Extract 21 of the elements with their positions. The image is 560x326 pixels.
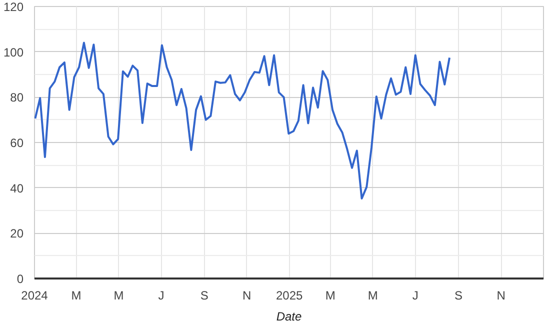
x-tick-label: S bbox=[454, 288, 463, 302]
x-tick-label: 2024 bbox=[21, 288, 48, 302]
y-tick-label: 120 bbox=[3, 0, 24, 14]
x-tick-label: M bbox=[368, 288, 378, 302]
x-axis-title: Date bbox=[276, 310, 302, 324]
x-tick-label: N bbox=[242, 288, 252, 302]
line-series bbox=[34, 42, 450, 200]
x-tick-label: 2025 bbox=[276, 288, 304, 302]
y-tick-label: 0 bbox=[16, 272, 24, 286]
x-tick-label: M bbox=[114, 288, 124, 302]
y-tick-label: 80 bbox=[10, 90, 24, 105]
x-tick-label: M bbox=[325, 288, 336, 302]
x-tick-label: J bbox=[158, 288, 164, 302]
y-tick-label: 100 bbox=[3, 45, 24, 60]
x-tick-label: S bbox=[200, 288, 208, 302]
y-tick-label: 40 bbox=[10, 181, 24, 196]
y-tick-label: 60 bbox=[10, 136, 24, 150]
y-tick-label: 20 bbox=[10, 226, 24, 241]
x-tick-label: N bbox=[496, 288, 506, 302]
x-tick-label: M bbox=[71, 288, 82, 302]
x-tick-label: J bbox=[412, 288, 418, 302]
